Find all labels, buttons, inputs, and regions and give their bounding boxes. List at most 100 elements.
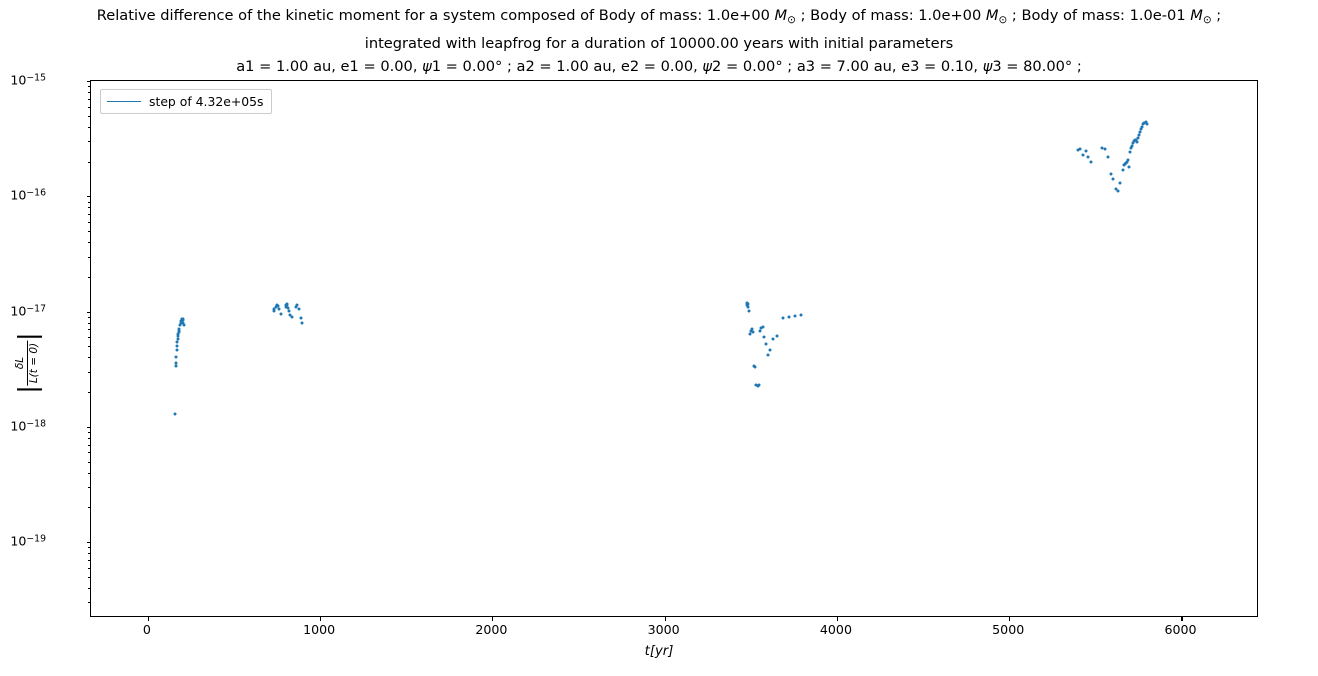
y-minor-tick-mark [88, 126, 91, 128]
data-point [747, 309, 751, 313]
data-point [274, 305, 278, 309]
x-tick-mark [836, 616, 839, 621]
data-point [175, 340, 179, 344]
x-tick-mark [320, 616, 322, 621]
y-minor-tick-mark [88, 487, 91, 489]
y-minor-tick-mark [88, 115, 91, 117]
plot-axes[interactable]: step of 4.32e+05s [86, 80, 1258, 621]
y-minor-tick-mark [88, 329, 91, 331]
data-plot-area[interactable] [91, 81, 1257, 616]
x-tick-mark [1009, 616, 1011, 621]
data-point [1118, 181, 1122, 185]
data-point [1135, 140, 1139, 144]
x-tick-mark [147, 616, 149, 621]
y-tick-label: 10−16 [10, 187, 46, 204]
x-tick-label: 2000 [475, 622, 508, 637]
data-point [1121, 168, 1125, 172]
y-axis-denominator: L(t = 0) [27, 342, 40, 384]
y-minor-tick-mark [88, 553, 91, 555]
data-point [1140, 125, 1144, 129]
title-line-1-text-c: ; Body of mass: 1.0e-01 [1007, 7, 1191, 24]
sun-subscript-2: ⊙ [998, 13, 1008, 26]
data-point [771, 337, 775, 341]
y-minor-tick-mark [88, 337, 91, 339]
data-point [176, 334, 180, 338]
data-point [1086, 155, 1090, 159]
x-tick-mark [1181, 616, 1183, 621]
title-line-1: Relative difference of the kinetic momen… [0, 4, 1318, 32]
y-minor-tick-mark [88, 602, 91, 604]
x-tick-label: 3000 [647, 622, 680, 637]
legend-box[interactable]: step of 4.32e+05s [100, 89, 273, 114]
x-tick-label: 1000 [303, 622, 336, 637]
title-line-1-text-a: Relative difference of the kinetic momen… [96, 7, 775, 24]
data-point [181, 321, 185, 325]
data-point [1109, 172, 1112, 176]
data-point [758, 329, 762, 333]
data-point [277, 307, 281, 311]
legend-label: step of 4.32e+05s [149, 94, 264, 109]
y-minor-tick-mark [88, 141, 91, 143]
data-point [173, 412, 177, 416]
y-tick-label: 10−17 [10, 302, 46, 319]
y-minor-tick-mark [88, 106, 91, 108]
title-line-1-text-b: ; Body of mass: 1.0e+00 [795, 7, 986, 24]
data-point [177, 327, 181, 331]
y-tick-mark [86, 196, 91, 198]
y-minor-tick-mark [88, 560, 91, 562]
data-point [1116, 189, 1120, 193]
y-tick-label: 10−18 [10, 418, 46, 434]
title-line-3-text-c: 2 = 0.00° ; a3 = 7.00 au, e3 = 0.10, [712, 57, 983, 75]
data-point [1084, 149, 1088, 153]
y-minor-tick-mark [88, 201, 91, 203]
y-tick-mark [86, 81, 91, 83]
data-point [766, 353, 770, 357]
data-point [781, 316, 785, 320]
data-point [1139, 127, 1143, 131]
data-point [1141, 122, 1145, 126]
data-point [286, 306, 290, 310]
data-point [179, 321, 183, 325]
y-minor-tick-mark [88, 316, 91, 318]
data-point [1078, 147, 1082, 151]
data-point [285, 303, 289, 307]
data-point [761, 325, 765, 329]
y-minor-tick-mark [88, 432, 91, 434]
y-minor-tick-mark [88, 86, 91, 88]
y-minor-tick-mark [88, 92, 91, 94]
data-point [177, 330, 180, 334]
data-point [176, 337, 180, 341]
data-point [1081, 153, 1085, 157]
y-minor-tick-mark [88, 242, 91, 244]
data-point [175, 348, 179, 352]
data-point [1145, 122, 1149, 126]
x-axis-label: t[yr] [644, 644, 674, 659]
y-minor-tick-mark [88, 256, 91, 258]
data-point [181, 318, 185, 322]
y-tick-mark [86, 426, 91, 428]
x-tick-label: 5000 [992, 622, 1025, 637]
y-minor-tick-mark [88, 444, 91, 446]
y-minor-tick-mark [88, 207, 91, 209]
psi-symbol-2: ψ [702, 57, 713, 75]
data-point [746, 305, 750, 309]
data-point [176, 332, 180, 336]
data-point [1114, 187, 1118, 191]
legend-line-swatch [107, 100, 141, 103]
y-tick-mark [86, 311, 91, 313]
data-point [751, 330, 755, 334]
solar-mass-symbol-2: M [985, 7, 999, 24]
x-tick-mark [492, 616, 494, 621]
y-minor-tick-mark [88, 161, 91, 163]
data-point [288, 313, 292, 317]
data-point [1089, 160, 1093, 164]
title-line-2: integrated with leapfrog for a duration … [364, 34, 954, 52]
data-point [174, 355, 178, 359]
data-point [1144, 120, 1148, 124]
data-point [748, 332, 752, 336]
data-point [272, 307, 276, 311]
y-minor-tick-mark [88, 371, 91, 373]
data-point [300, 321, 304, 325]
title-line-3-text-b: 1 = 0.00° ; a2 = 1.00 au, e2 = 0.00, [431, 57, 703, 75]
